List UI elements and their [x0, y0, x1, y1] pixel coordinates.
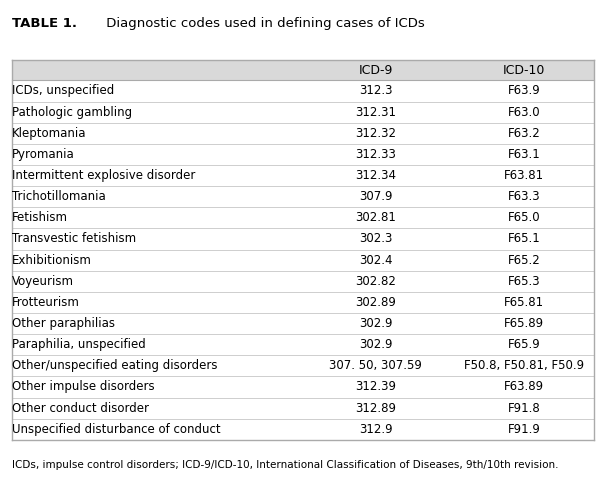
Text: Frotteurism: Frotteurism	[12, 296, 80, 309]
Text: 312.39: 312.39	[355, 381, 396, 394]
Text: 307.9: 307.9	[359, 190, 393, 203]
Text: Unspecified disturbance of conduct: Unspecified disturbance of conduct	[12, 423, 221, 436]
Text: Other impulse disorders: Other impulse disorders	[12, 381, 155, 394]
Text: Voyeurism: Voyeurism	[12, 275, 74, 288]
Text: Other paraphilias: Other paraphilias	[12, 317, 115, 330]
Text: Fetishism: Fetishism	[12, 211, 68, 224]
Text: 312.33: 312.33	[355, 148, 396, 161]
Text: Other/unspecified eating disorders: Other/unspecified eating disorders	[12, 359, 218, 372]
Text: 312.32: 312.32	[355, 127, 396, 140]
Text: F65.81: F65.81	[504, 296, 544, 309]
Text: 312.3: 312.3	[359, 84, 393, 97]
Text: Kleptomania: Kleptomania	[12, 127, 87, 140]
Text: 302.82: 302.82	[355, 275, 396, 288]
Text: 312.31: 312.31	[355, 106, 396, 119]
Text: Exhibitionism: Exhibitionism	[12, 253, 92, 266]
Text: 312.34: 312.34	[355, 169, 396, 182]
Text: Transvestic fetishism: Transvestic fetishism	[12, 233, 136, 246]
Text: F63.1: F63.1	[508, 148, 541, 161]
Text: F91.9: F91.9	[508, 423, 541, 436]
Text: F65.2: F65.2	[508, 253, 541, 266]
Bar	[12, 60, 594, 81]
Text: 302.3: 302.3	[359, 233, 393, 246]
Text: F63.81: F63.81	[504, 169, 544, 182]
Text: 312.9: 312.9	[359, 423, 393, 436]
Text: F50.8, F50.81, F50.9: F50.8, F50.81, F50.9	[464, 359, 584, 372]
Text: Diagnostic codes used in defining cases of ICDs: Diagnostic codes used in defining cases …	[102, 17, 425, 30]
Text: Pyromania: Pyromania	[12, 148, 75, 161]
Text: 312.89: 312.89	[355, 402, 396, 414]
Text: F91.8: F91.8	[508, 402, 541, 414]
Text: Other conduct disorder: Other conduct disorder	[12, 402, 149, 414]
Text: F65.1: F65.1	[508, 233, 541, 246]
Text: 302.9: 302.9	[359, 338, 393, 351]
Text: Intermittent explosive disorder: Intermittent explosive disorder	[12, 169, 196, 182]
Text: F63.2: F63.2	[508, 127, 541, 140]
Text: ICD-10: ICD-10	[503, 64, 545, 77]
Text: ICD-9: ICD-9	[359, 64, 393, 77]
Text: F65.0: F65.0	[508, 211, 541, 224]
Text: Paraphilia, unspecified: Paraphilia, unspecified	[12, 338, 146, 351]
Text: Pathologic gambling: Pathologic gambling	[12, 106, 132, 119]
Text: F63.9: F63.9	[508, 84, 541, 97]
Text: F65.89: F65.89	[504, 317, 544, 330]
Text: 307. 50, 307.59: 307. 50, 307.59	[329, 359, 422, 372]
Text: F63.0: F63.0	[508, 106, 541, 119]
Text: Trichotillomania: Trichotillomania	[12, 190, 106, 203]
Text: 302.89: 302.89	[355, 296, 396, 309]
Text: 302.81: 302.81	[355, 211, 396, 224]
Text: F65.3: F65.3	[508, 275, 541, 288]
Text: F63.3: F63.3	[508, 190, 541, 203]
Text: TABLE 1.: TABLE 1.	[12, 17, 77, 30]
Text: 302.9: 302.9	[359, 317, 393, 330]
Text: F63.89: F63.89	[504, 381, 544, 394]
Text: ICDs, unspecified: ICDs, unspecified	[12, 84, 115, 97]
Text: F65.9: F65.9	[508, 338, 541, 351]
Text: 302.4: 302.4	[359, 253, 393, 266]
Text: ICDs, impulse control disorders; ICD-9/ICD-10, International Classification of D: ICDs, impulse control disorders; ICD-9/I…	[12, 460, 559, 470]
